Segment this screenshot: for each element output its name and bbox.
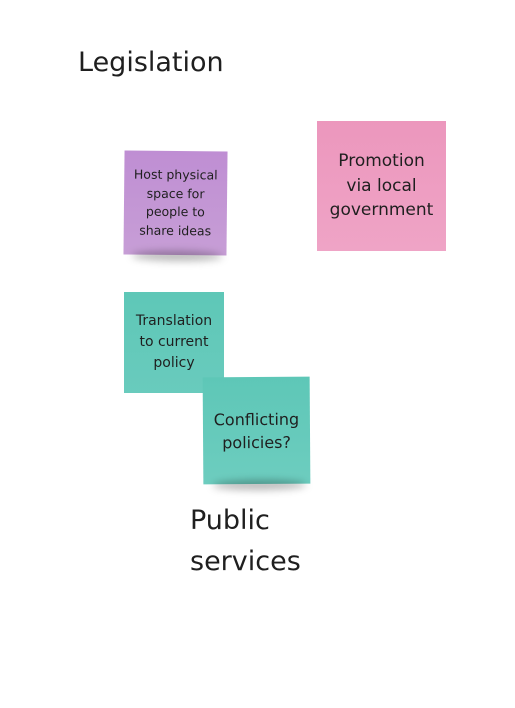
sticky-note-conflicting-policies[interactable]: Conflicting policies? bbox=[202, 376, 311, 485]
sticky-note-text: Host physical space for people to share … bbox=[133, 166, 218, 238]
sticky-note-text: Translation to current policy bbox=[135, 313, 213, 371]
sticky-note-promotion[interactable]: Promotion via local government bbox=[317, 121, 446, 251]
sticky-note-translation[interactable]: Translation to current policy bbox=[124, 292, 224, 393]
heading-legislation: Legislation bbox=[78, 47, 224, 78]
sticky-note-text: Conflicting policies? bbox=[213, 409, 300, 452]
sticky-note-host-space[interactable]: Host physical space for people to share … bbox=[123, 150, 228, 256]
heading-public-services: Public services bbox=[190, 505, 301, 577]
sticky-note-text: Promotion via local government bbox=[329, 151, 434, 221]
